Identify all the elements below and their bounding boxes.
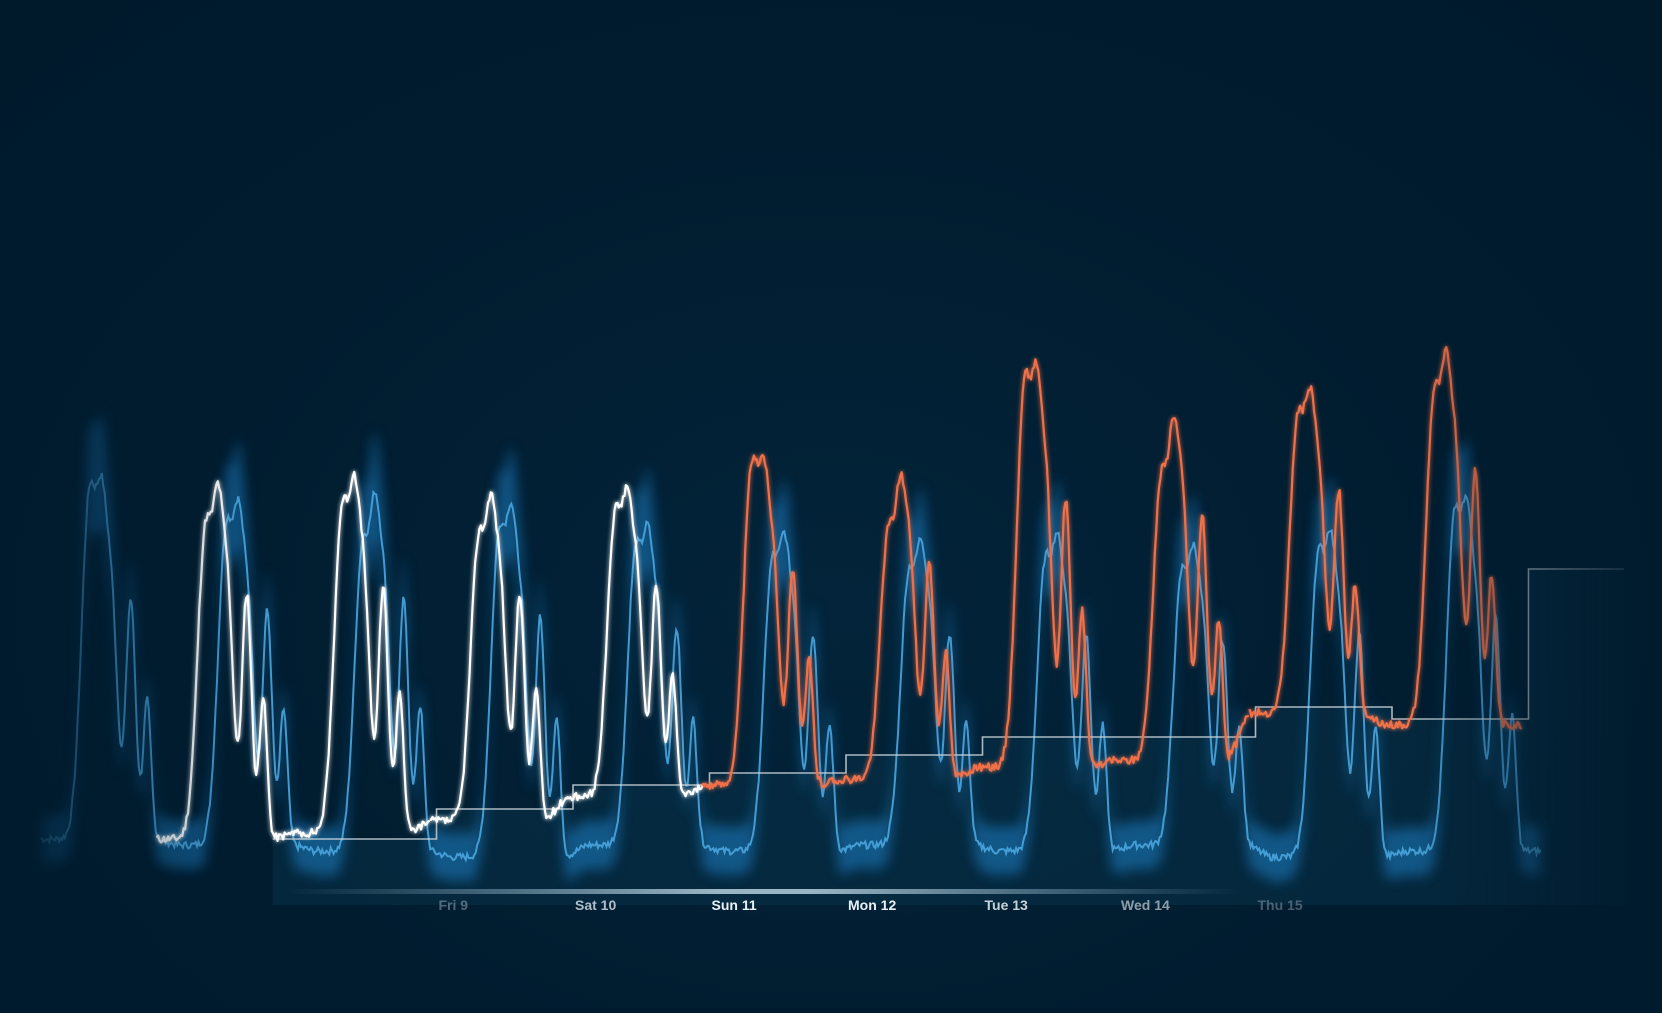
x-tick-label: Fri 9 <box>439 897 469 913</box>
actual-line-day-5 <box>701 453 841 790</box>
actual-line-day-6 <box>839 471 977 785</box>
actual-line-day-4 <box>565 484 704 802</box>
plot-area <box>40 346 1625 905</box>
baseline-step-line <box>272 568 1624 840</box>
x-tick-label: Sun 11 <box>712 897 757 913</box>
actual-line-day-7 <box>974 358 1114 772</box>
actual-line-day-2 <box>292 470 431 838</box>
x-tick-label: Sat 10 <box>575 897 616 913</box>
x-axis-bar <box>286 889 1242 894</box>
x-tick-label: Mon 12 <box>848 897 896 913</box>
actual-line-day-3 <box>429 491 568 825</box>
actual-line-day-9 <box>1248 385 1387 729</box>
x-tick-label: Tue 13 <box>985 897 1029 913</box>
actual-line-day-10 <box>1384 346 1523 730</box>
x-tick-label: Thu 15 <box>1258 897 1303 913</box>
x-axis: Fri 9 Sat 10 Sun 11 Mon 12 Tue 13 Wed 14 Thu 1… <box>286 889 1303 913</box>
actual-line-day-1 <box>155 480 294 844</box>
actual-line-day-8 <box>1111 417 1250 765</box>
x-tick-label: Wed 14 <box>1121 897 1170 913</box>
